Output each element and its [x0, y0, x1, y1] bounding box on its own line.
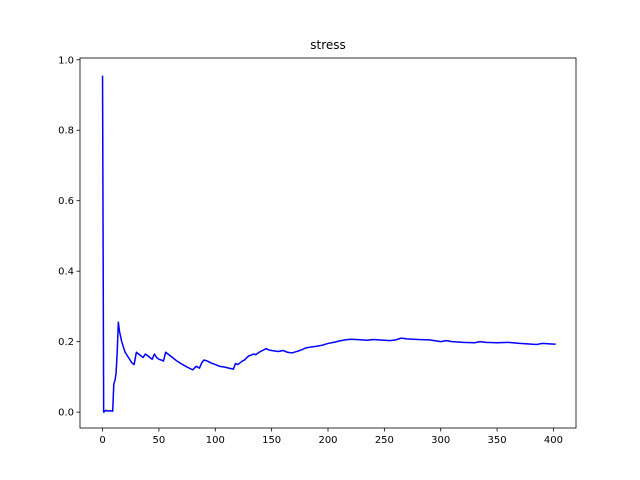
- y-tick-label: 1.0: [58, 55, 74, 66]
- series-line-0: [101, 75, 556, 413]
- chart-title: stress: [310, 38, 346, 52]
- x-tick-label: 300: [431, 435, 450, 446]
- y-tick-label: 0.8: [58, 126, 74, 137]
- x-tick-label: 50: [153, 435, 166, 446]
- x-tick-label: 200: [318, 435, 337, 446]
- y-tick-label: 0.2: [58, 337, 74, 348]
- x-tick-label: 250: [375, 435, 394, 446]
- x-tick-label: 350: [488, 435, 507, 446]
- axes: 0 50 100 150 200 250 300 350 400 0.0 0.2 0.4 0.6 0.8 1…: [58, 55, 577, 446]
- x-tick-label: 150: [262, 435, 281, 446]
- y-tick-label: 0.4: [58, 267, 74, 278]
- x-tick-label: 100: [206, 435, 225, 446]
- y-tick-label: 0.0: [58, 408, 74, 419]
- x-tick-label: 400: [544, 435, 563, 446]
- plot-area: [101, 75, 556, 413]
- x-tick-label: 0: [99, 435, 105, 446]
- y-tick-label: 0.6: [58, 196, 74, 207]
